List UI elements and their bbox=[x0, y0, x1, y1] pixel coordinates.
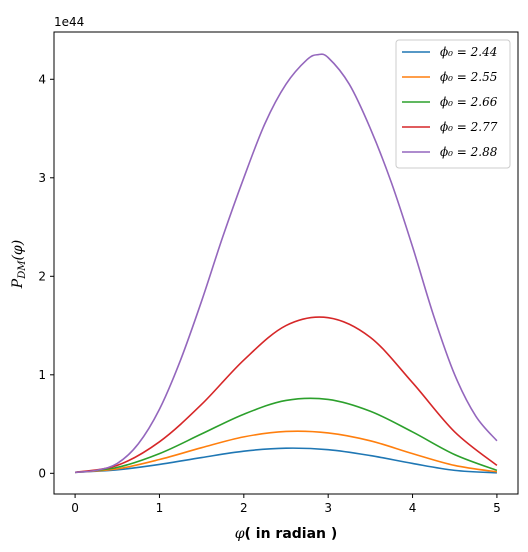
legend-label: ϕ₀ = 2.44 bbox=[440, 45, 497, 59]
offset-text: 1e44 bbox=[54, 15, 84, 29]
legend-label: ϕ₀ = 2.55 bbox=[440, 70, 497, 84]
y-axis-title: PDM(φ) bbox=[10, 240, 28, 289]
series-line-3 bbox=[74, 397, 498, 474]
y-tick-label: 0 bbox=[38, 466, 46, 480]
legend-label: ϕ₀ = 2.77 bbox=[440, 120, 498, 134]
y-axis-ticks: 0 1 2 3 4 bbox=[38, 72, 54, 480]
x-tick-label: 4 bbox=[409, 501, 417, 515]
y-tick-label: 2 bbox=[38, 269, 46, 283]
series-line-4 bbox=[74, 316, 498, 474]
series-line-2 bbox=[75, 430, 498, 474]
y-axis-title-arg: (φ) bbox=[10, 240, 26, 261]
series-lines bbox=[74, 53, 498, 474]
y-tick-label: 3 bbox=[38, 171, 46, 185]
x-tick-label: 5 bbox=[493, 501, 501, 515]
legend-box bbox=[395, 39, 511, 169]
x-axis-title: φ( in radian ) bbox=[235, 526, 338, 542]
x-axis-ticks: 0 1 2 3 4 5 bbox=[71, 494, 501, 515]
x-tick-label: 3 bbox=[324, 501, 332, 515]
x-tick-label: 1 bbox=[156, 501, 164, 515]
x-axis-title-symbol: φ bbox=[235, 526, 245, 542]
plot-area: 0 1 2 3 4 5 0 1 2 3 4 bbox=[38, 31, 519, 515]
x-tick-label: 2 bbox=[240, 501, 248, 515]
series-line-1 bbox=[75, 447, 497, 474]
axes-frame bbox=[53, 31, 519, 495]
y-tick-label: 4 bbox=[38, 72, 46, 86]
y-axis-title-sub: DM bbox=[17, 260, 28, 280]
x-axis-title-text: ( in radian ) bbox=[245, 526, 338, 542]
series-line-5 bbox=[75, 53, 498, 474]
legend: ϕ₀ = 2.44 ϕ₀ = 2.55 ϕ₀ = 2.66 ϕ₀ = 2.77 ϕ₀ =… bbox=[395, 39, 511, 169]
y-axis-title-main: P bbox=[10, 278, 26, 289]
legend-label: ϕ₀ = 2.88 bbox=[440, 145, 498, 159]
x-tick-label: 0 bbox=[71, 501, 79, 515]
legend-label: ϕ₀ = 2.66 bbox=[440, 95, 498, 109]
y-tick-label: 1 bbox=[38, 368, 46, 382]
